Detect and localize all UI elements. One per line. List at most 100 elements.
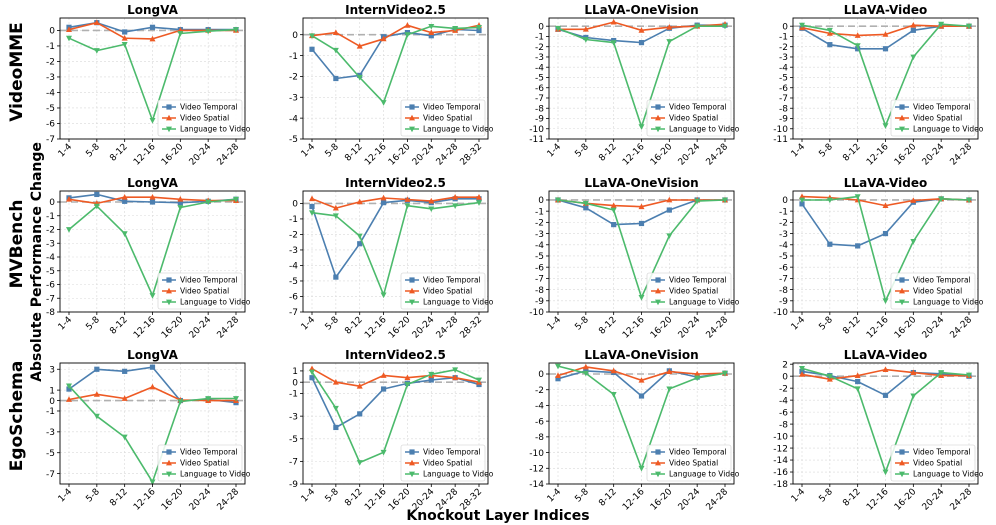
data-point-video-temporal <box>380 386 387 392</box>
legend-box <box>646 444 732 482</box>
legend-marker-video-temporal <box>409 104 415 110</box>
data-point-language-to-video <box>638 295 645 301</box>
data-point-video-temporal <box>333 424 339 431</box>
panel-egoschema-longva: 3 10-1 -3 -5 -71-4 5-8 8-12 12-16 16-20 20-24 24-2… <box>46 348 251 513</box>
y-tick-label: -14 <box>529 480 544 490</box>
data-point-language-to-video <box>233 196 239 203</box>
subplot-title: LLaVA-Video <box>844 348 927 362</box>
data-point-video-spatial <box>854 32 861 38</box>
data-point-language-to-video <box>93 203 100 210</box>
data-point-language-to-video <box>882 123 889 129</box>
subplot-title: LongVA <box>127 348 178 362</box>
data-point-language-to-video <box>582 370 589 377</box>
legend-marker-video-temporal <box>899 449 905 455</box>
data-point-video-temporal <box>827 241 833 247</box>
subplot-title: LLaVA-OneVision <box>584 176 698 190</box>
legend-marker-video-temporal <box>166 449 172 455</box>
x-tick-label: 24-28 <box>949 315 975 341</box>
data-point-video-spatial <box>476 194 482 200</box>
y-tick-label: -7 <box>779 275 788 285</box>
legend-box <box>400 99 486 137</box>
x-tick-label: 1-4 <box>57 315 75 333</box>
data-point-video-spatial <box>452 374 459 381</box>
x-tick-label: 20-24 <box>188 315 214 341</box>
legend-label-video-spatial: Video Spatial <box>180 287 229 296</box>
y-tick-label: -9 <box>779 297 788 307</box>
x-tick-label: 8-12 <box>597 487 619 509</box>
data-point-language-to-video <box>332 47 339 54</box>
legend-marker-language-to-video <box>166 299 172 306</box>
legend-marker-video-temporal <box>655 449 661 455</box>
data-point-video-spatial <box>882 31 889 37</box>
x-tick-label: 1-4 <box>300 315 318 333</box>
data-point-language-to-video <box>555 25 561 32</box>
y-tick-label: -3 <box>289 93 298 103</box>
panel-egoschema-internvideo2-5: 10-1-3-5-7-91-4 5-8 8-1212-1616-2020-2424-… <box>289 348 494 513</box>
legend-label-language-to-video: Language to Video <box>913 470 984 479</box>
y-tick-label: -2 <box>535 43 544 53</box>
data-point-video-spatial <box>66 396 72 402</box>
y-tick-label: -11 <box>773 135 788 145</box>
data-point-video-temporal <box>638 40 645 46</box>
y-tick-label: -6 <box>535 263 544 273</box>
x-tick-label: 5-8 <box>84 142 102 160</box>
legend-marker-language-to-video <box>166 126 172 133</box>
data-point-video-temporal <box>666 207 672 213</box>
data-point-video-spatial <box>66 26 72 33</box>
legend-marker-video-spatial <box>899 114 905 121</box>
data-point-video-spatial <box>404 22 411 28</box>
legend-label-video-spatial: Video Spatial <box>669 459 718 468</box>
x-tick-label: 20-24 <box>677 487 703 513</box>
x-tick-label: 12-16 <box>621 487 647 513</box>
legend-marker-video-spatial <box>409 114 415 121</box>
legend-marker-video-temporal <box>899 104 905 110</box>
y-tick-label: -2 <box>535 386 544 396</box>
y-tick-label: -1 <box>46 42 55 52</box>
x-tick-label: 20-24 <box>921 315 947 341</box>
data-point-language-to-video <box>177 205 184 211</box>
y-tick-label: -1 <box>46 212 55 222</box>
y-tick-label: -10 <box>529 449 544 459</box>
legend-label-video-temporal: Video Temporal <box>423 103 481 112</box>
legend-marker-video-spatial <box>899 287 905 294</box>
legend-marker-video-temporal <box>899 277 905 283</box>
data-point-language-to-video <box>452 203 459 209</box>
data-point-video-temporal <box>428 377 434 383</box>
x-tick-label: 8-12 <box>108 315 130 337</box>
data-point-language-to-video <box>555 197 561 204</box>
data-point-language-to-video <box>452 26 459 32</box>
x-tick-label: 1-4 <box>546 142 564 160</box>
y-tick-label: -14 <box>773 456 788 466</box>
y-tick-label: -6 <box>779 408 788 418</box>
data-point-video-spatial <box>380 194 387 201</box>
y-tick-label: -6 <box>46 120 55 130</box>
y-tick-label: -3 <box>779 230 788 240</box>
x-tick-label: 5-8 <box>324 315 342 333</box>
data-point-language-to-video <box>205 199 212 206</box>
data-point-video-temporal <box>910 27 916 33</box>
data-point-language-to-video <box>404 203 411 209</box>
legend-marker-video-temporal <box>655 104 661 110</box>
x-tick-label: 20-24 <box>411 142 437 168</box>
legend-label-video-temporal: Video Temporal <box>669 448 727 457</box>
legend-marker-video-temporal <box>655 277 661 283</box>
legend-marker-video-spatial <box>409 459 415 466</box>
legend: Video Temporal Video Spatial Language to V… <box>400 444 494 482</box>
x-axis-label: Knockout Layer Indices <box>406 508 589 524</box>
legend-label-video-temporal: Video Temporal <box>669 103 727 112</box>
plot-frame <box>302 190 489 313</box>
y-tick-label: -12 <box>529 464 544 474</box>
y-tick-label: -10 <box>529 308 544 318</box>
data-point-language-to-video <box>638 465 645 472</box>
legend-marker-language-to-video <box>409 299 415 306</box>
data-point-video-temporal <box>583 205 589 211</box>
x-tick-label: 16-20 <box>649 315 675 341</box>
x-tick-label: 12-16 <box>132 487 158 513</box>
legend-label-language-to-video: Language to Video <box>669 125 740 134</box>
data-point-language-to-video <box>93 413 100 420</box>
data-point-video-spatial <box>121 193 128 200</box>
y-tick-label: -5 <box>779 252 788 262</box>
x-tick-label: 16-20 <box>387 142 413 168</box>
x-tick-label: 20-24 <box>921 142 947 168</box>
y-tick-label: -1 <box>289 52 298 62</box>
